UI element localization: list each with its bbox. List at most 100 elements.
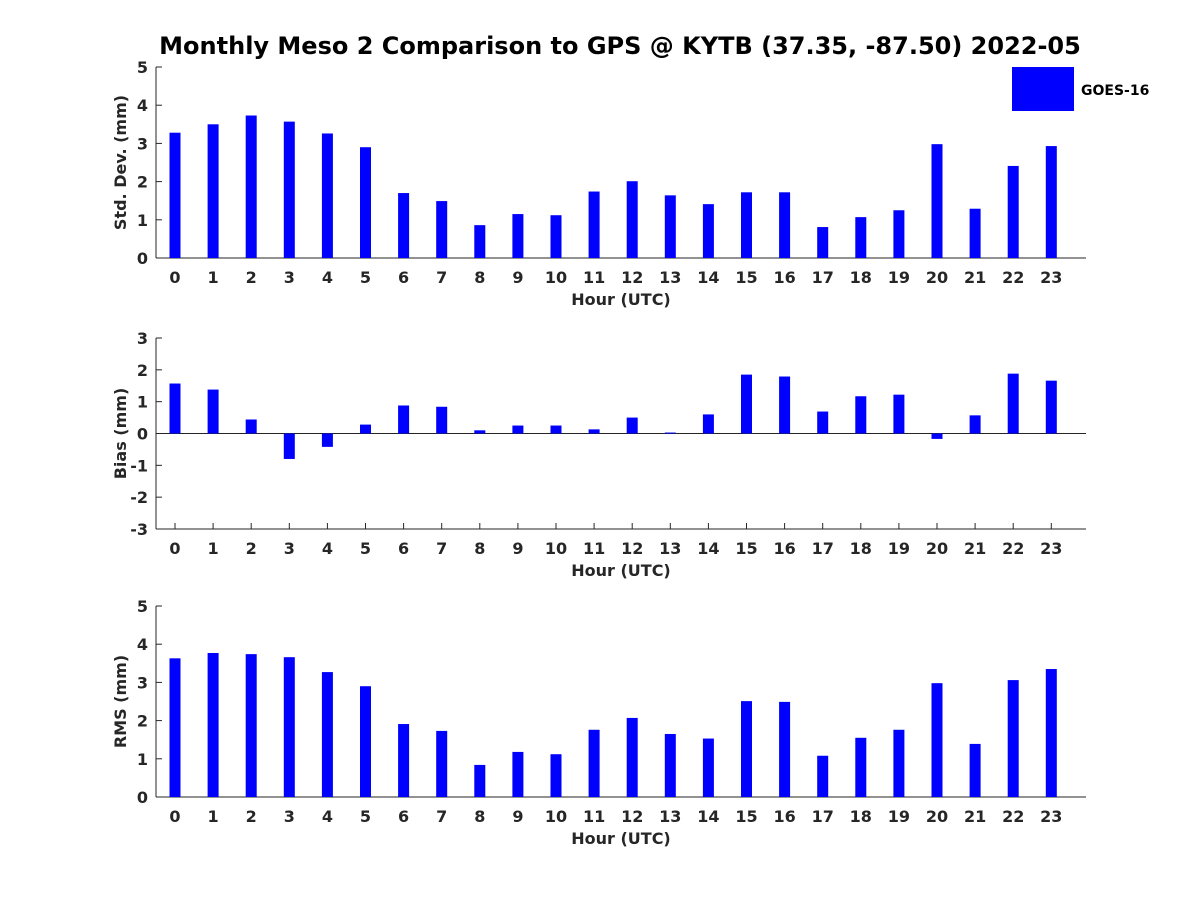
- bar-hour-15: [741, 701, 752, 797]
- y-tick-label: 2: [137, 361, 148, 380]
- bar-hour-8: [474, 764, 486, 797]
- bar-hour-5: [360, 424, 371, 434]
- x-tick-label: 4: [322, 807, 333, 826]
- bar-hour-2: [245, 654, 257, 797]
- y-tick-label: 2: [137, 712, 148, 731]
- bar-hour-14: [702, 204, 714, 258]
- x-tick-label: 8: [474, 807, 485, 826]
- x-tick-label: 16: [773, 268, 795, 287]
- x-tick-label: 22: [1002, 807, 1024, 826]
- x-tick-label: 7: [436, 807, 447, 826]
- x-tick-label: 15: [735, 539, 757, 558]
- x-tick-label: 13: [659, 807, 681, 826]
- bar-hour-3: [283, 657, 295, 797]
- y-tick-label: 0: [137, 425, 148, 444]
- x-tick-label: 12: [621, 807, 643, 826]
- bar-hour-1: [207, 124, 219, 258]
- bar-hour-18: [855, 737, 867, 797]
- y-tick-label: 0: [137, 249, 148, 268]
- x-tick-label: 11: [583, 807, 605, 826]
- bar-hour-17: [817, 411, 829, 434]
- y-tick-label: 1: [137, 750, 148, 769]
- x-tick-label: 0: [169, 807, 180, 826]
- bar-hour-21: [969, 743, 981, 797]
- bar-hour-9: [512, 751, 524, 797]
- bar-hour-8: [474, 225, 486, 258]
- x-tick-label: 5: [360, 539, 371, 558]
- x-tick-label: 21: [964, 807, 986, 826]
- x-axis-label: Hour (UTC): [571, 561, 671, 580]
- legend-swatch: [1012, 67, 1074, 111]
- bar-hour-2: [245, 115, 257, 258]
- bar-hour-21: [969, 208, 981, 258]
- bar-hour-9: [512, 214, 524, 258]
- x-tick-label: 22: [1002, 268, 1024, 287]
- bar-hour-4: [321, 133, 333, 258]
- bar-hour-21: [969, 415, 981, 434]
- y-axis-label: Bias (mm): [111, 388, 130, 480]
- y-axis-label: RMS (mm): [111, 655, 130, 748]
- y-tick-label: 3: [137, 329, 148, 348]
- x-tick-label: 3: [284, 807, 295, 826]
- bar-hour-13: [664, 733, 676, 797]
- x-tick-label: 14: [697, 539, 719, 558]
- y-tick-label: 3: [137, 134, 148, 153]
- x-tick-label: 9: [512, 539, 523, 558]
- y-tick-label: 0: [137, 788, 148, 807]
- y-tick-label: 2: [137, 173, 148, 192]
- x-tick-label: 19: [888, 268, 910, 287]
- bar-hour-14: [702, 414, 714, 434]
- x-tick-label: 2: [246, 268, 257, 287]
- bar-hour-17: [817, 755, 829, 797]
- bar-hour-19: [893, 394, 905, 434]
- bar-hour-12: [626, 717, 638, 797]
- bar-hour-16: [779, 192, 791, 258]
- bar-hour-10: [550, 425, 562, 434]
- x-tick-label: 18: [850, 807, 872, 826]
- y-tick-label: 3: [137, 673, 148, 692]
- y-tick-label: 5: [137, 58, 148, 77]
- y-tick-label: 4: [137, 96, 148, 115]
- x-tick-label: 12: [621, 539, 643, 558]
- x-tick-label: 6: [398, 807, 409, 826]
- bar-hour-1: [207, 652, 219, 797]
- legend-label: GOES-16: [1081, 83, 1149, 99]
- x-tick-label: 5: [360, 268, 371, 287]
- x-tick-label: 23: [1040, 539, 1062, 558]
- bar-hour-19: [893, 210, 905, 258]
- y-tick-label: -2: [130, 488, 148, 507]
- x-tick-label: 23: [1040, 268, 1062, 287]
- x-axis-label: Hour (UTC): [571, 829, 671, 848]
- bar-hour-4: [321, 672, 333, 797]
- bar-hour-0: [169, 132, 181, 258]
- x-tick-label: 18: [850, 539, 872, 558]
- y-tick-label: 5: [137, 597, 148, 616]
- bar-hour-13: [664, 195, 676, 258]
- x-tick-label: 13: [659, 539, 681, 558]
- bar-hour-13: [664, 432, 676, 434]
- x-tick-label: 16: [773, 539, 795, 558]
- bar-hour-16: [779, 376, 791, 434]
- x-tick-label: 13: [659, 268, 681, 287]
- bar-hour-6: [398, 405, 410, 434]
- x-tick-label: 17: [812, 539, 834, 558]
- bar-hour-11: [588, 729, 600, 797]
- x-tick-label: 4: [322, 268, 333, 287]
- x-tick-label: 17: [812, 807, 834, 826]
- bar-hour-15: [741, 374, 752, 434]
- bar-hour-5: [360, 147, 371, 258]
- bar-hour-6: [398, 193, 410, 258]
- bar-hour-23: [1045, 380, 1057, 434]
- x-tick-label: 20: [926, 807, 948, 826]
- bar-hour-20: [931, 144, 943, 258]
- x-tick-label: 19: [888, 539, 910, 558]
- y-tick-label: 1: [137, 211, 148, 230]
- bar-hour-0: [169, 383, 181, 434]
- bar-hour-1: [207, 389, 219, 434]
- bar-hour-10: [550, 215, 562, 258]
- x-tick-label: 16: [773, 807, 795, 826]
- x-tick-label: 1: [208, 807, 219, 826]
